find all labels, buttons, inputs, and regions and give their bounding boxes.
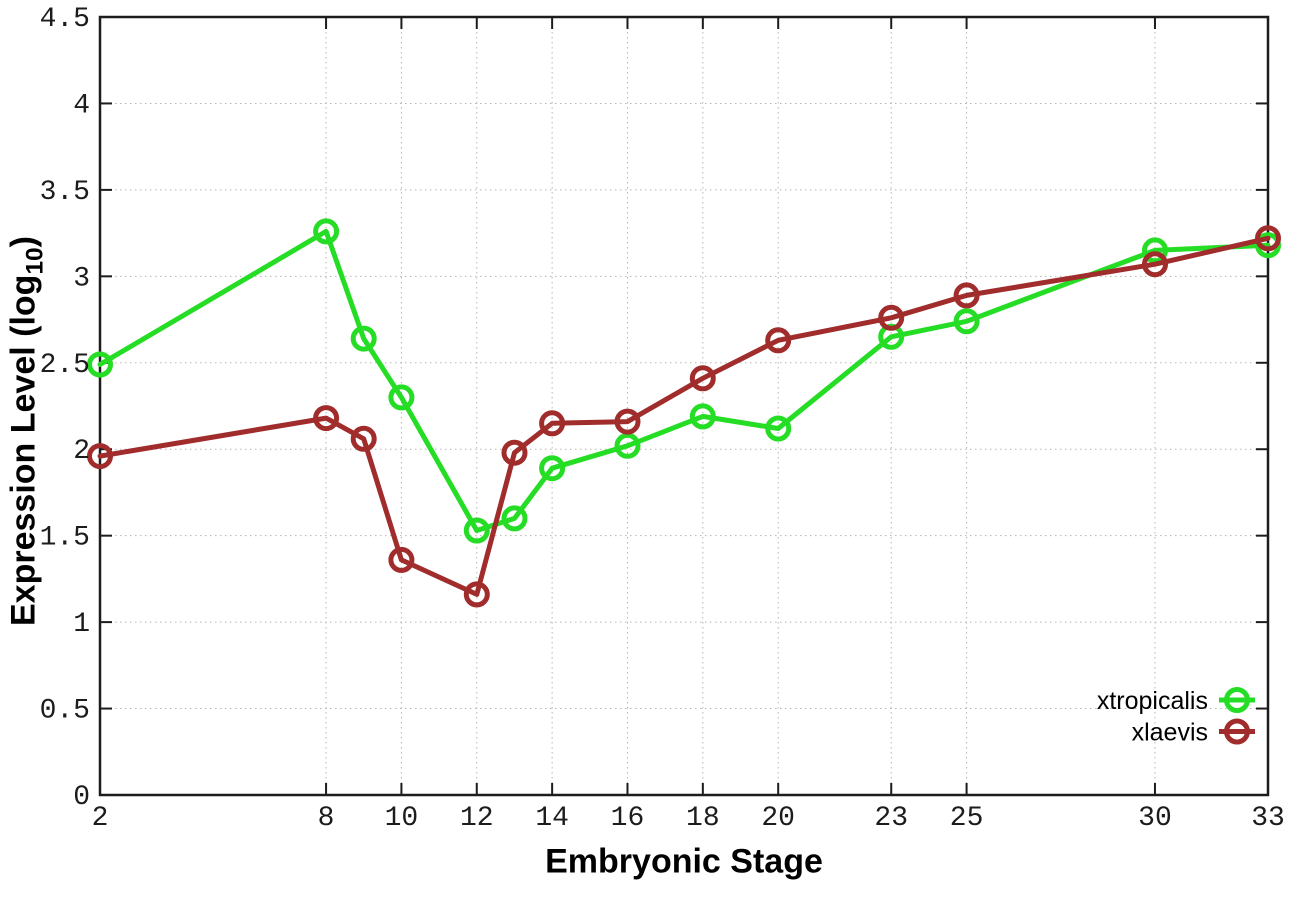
- tick-marks: [99, 16, 1269, 796]
- data-point-xtropicalis-20: [765, 415, 792, 442]
- y-tick-label-2: 2: [73, 436, 90, 467]
- legend-item-xtropicalis: xtropicalis: [1097, 687, 1255, 715]
- data-point-xlaevis-18: [689, 365, 716, 392]
- data-point-xlaevis-23: [878, 304, 905, 331]
- y-tick-label-1.5: 1.5: [40, 523, 90, 554]
- x-tick-label-23: 23: [874, 803, 908, 834]
- legend-marker-xlaevis: [1224, 718, 1250, 745]
- x-tick-label-16: 16: [611, 803, 645, 834]
- legend: xtropicalis xlaevis: [1097, 687, 1255, 747]
- data-point-xtropicalis-2: [87, 351, 113, 378]
- x-tick-label-30: 30: [1138, 803, 1172, 834]
- data-point-xtropicalis-13: [501, 505, 528, 532]
- data-point-xlaevis-12: [463, 581, 490, 608]
- data-point-xlaevis-9: [350, 425, 377, 452]
- y-tick-label-3.5: 3.5: [40, 177, 90, 208]
- x-tick-label-25: 25: [950, 803, 984, 834]
- x-tick-label-33: 33: [1251, 803, 1285, 834]
- legend-item-xlaevis: xlaevis: [1132, 718, 1255, 747]
- data-point-xtropicalis-10: [388, 384, 415, 411]
- y-tick-label-4.5: 4.5: [40, 4, 90, 35]
- y-tick-label-0.5: 0.5: [40, 696, 90, 727]
- data-point-xlaevis-8: [313, 405, 340, 432]
- y-tick-label-2.5: 2.5: [40, 350, 90, 381]
- x-tick-label-20: 20: [761, 803, 795, 834]
- x-tick-label-18: 18: [686, 803, 720, 834]
- x-tick-label-14: 14: [535, 803, 569, 834]
- y-tick-label-4: 4: [73, 90, 90, 121]
- legend-marker-xtropicalis: [1224, 687, 1250, 713]
- series-xlaevis: [87, 225, 1281, 608]
- tick-labels: 0 0.5 1 1.5 2 2.5 3 3.5 4 4.5 2 8 10 12 14 16 18 20 23 25 30…: [40, 4, 1285, 834]
- legend-label-xtropicalis: xtropicalis: [1097, 687, 1208, 715]
- data-point-xlaevis-2: [87, 443, 113, 470]
- x-tick-label-12: 12: [460, 803, 494, 834]
- data-point-xlaevis-25: [953, 282, 980, 309]
- plot-border: [98, 15, 1270, 797]
- data-point-xtropicalis-25: [953, 308, 980, 335]
- y-axis-title: Expression Level (log10): [5, 236, 50, 626]
- data-point-xlaevis-16: [614, 408, 641, 435]
- data-point-xlaevis-30: [1142, 251, 1168, 278]
- data-point-xlaevis-10: [388, 546, 415, 573]
- data-point-xtropicalis-9: [350, 325, 377, 352]
- data-point-xlaevis-20: [765, 327, 792, 354]
- x-tick-label-2: 2: [92, 803, 109, 834]
- y-axis-title-text: Expression Level (log: [4, 274, 43, 626]
- data-point-xtropicalis-16: [614, 432, 641, 459]
- series-xtropicalis: [87, 218, 1281, 544]
- data-point-xtropicalis-18: [689, 403, 716, 430]
- y-axis-title-subscript: 10: [21, 247, 49, 275]
- data-point-xtropicalis-30: [1142, 237, 1168, 264]
- data-point-xtropicalis-12: [463, 517, 490, 544]
- legend-label-xlaevis: xlaevis: [1132, 719, 1208, 747]
- y-tick-label-3: 3: [73, 263, 90, 294]
- x-axis-title: Embryonic Stage: [545, 842, 823, 881]
- series-line-xlaevis: [97, 235, 1271, 597]
- y-axis-title-suffix: ): [4, 236, 43, 248]
- data-point-xtropicalis-14: [539, 455, 566, 482]
- y-tick-label-1: 1: [73, 609, 90, 640]
- data-point-xlaevis-14: [539, 410, 566, 437]
- data-point-xlaevis-13: [501, 439, 528, 466]
- x-tick-label-10: 10: [385, 803, 419, 834]
- gridlines: [99, 16, 1269, 796]
- y-tick-label-0: 0: [73, 782, 90, 813]
- data-point-xtropicalis-8: [313, 218, 340, 245]
- x-tick-label-8: 8: [318, 803, 335, 834]
- data-point-xlaevis-33: [1255, 225, 1281, 252]
